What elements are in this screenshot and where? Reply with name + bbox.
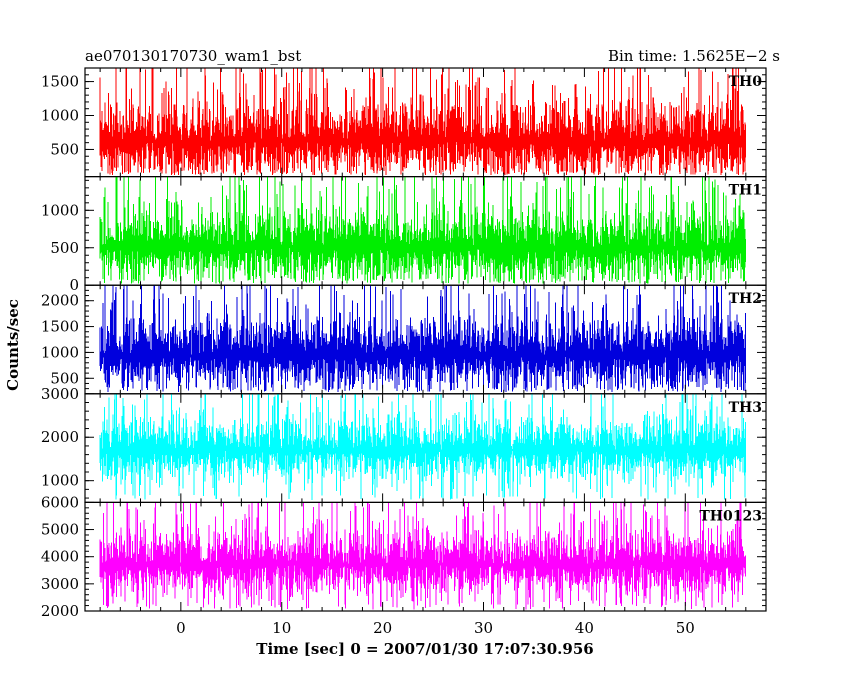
panel-label: TH0 bbox=[729, 74, 763, 90]
y-tick-label: 3000 bbox=[41, 575, 79, 593]
x-tick-label: 30 bbox=[474, 619, 493, 637]
y-tick-label: 3000 bbox=[41, 385, 79, 403]
x-tick-label: 20 bbox=[373, 619, 392, 637]
series-th1 bbox=[99, 176, 747, 284]
panel-th0123: 2000 3000 4000 5000 6000 TH0123 bbox=[41, 493, 767, 620]
y-tick-label: 1000 bbox=[41, 201, 79, 219]
series-th0123 bbox=[99, 502, 747, 610]
series-th0 bbox=[99, 68, 747, 176]
x-tick-label: 10 bbox=[272, 619, 291, 637]
y-tick-label: 0 bbox=[69, 276, 79, 294]
panel-label: TH3 bbox=[729, 400, 762, 416]
y-tick-label: 6000 bbox=[41, 493, 79, 511]
figure-title: ae070130170730_wam1_bst bbox=[85, 47, 301, 65]
y-tick-label: 500 bbox=[50, 369, 79, 387]
x-axis-title: Time [sec] 0 = 2007/01/30 17:07:30.956 bbox=[256, 640, 593, 658]
x-tick-label: 50 bbox=[676, 619, 695, 637]
y-tick-label: 1500 bbox=[41, 318, 79, 336]
y-tick-label: 2000 bbox=[41, 292, 79, 310]
y-tick-label: 500 bbox=[50, 239, 79, 257]
y-tick-label: 1000 bbox=[41, 343, 79, 361]
y-tick-label: 1500 bbox=[41, 73, 79, 91]
y-tick-label: 2000 bbox=[41, 602, 79, 620]
series-th2 bbox=[99, 285, 747, 393]
y-tick-label: 1000 bbox=[41, 472, 79, 490]
y-tick-label: 4000 bbox=[41, 548, 79, 566]
panel-th3: 1000 2000 3000 TH3 bbox=[41, 385, 767, 503]
panel-th2: 500 1000 1500 2000 TH2 bbox=[41, 284, 767, 395]
x-tick-label: 0 bbox=[176, 619, 186, 637]
y-tick-label: 2000 bbox=[41, 428, 79, 446]
panel-label: TH0123 bbox=[699, 508, 762, 524]
y-tick-label: 1000 bbox=[41, 107, 79, 125]
panel-label: TH1 bbox=[729, 183, 762, 199]
x-tick-label: 40 bbox=[575, 619, 594, 637]
y-axis-title: Counts/sec bbox=[4, 299, 22, 391]
series-th3 bbox=[99, 393, 747, 500]
y-tick-label: 500 bbox=[50, 140, 79, 158]
panel-label: TH2 bbox=[729, 291, 762, 307]
y-tick-label: 5000 bbox=[41, 521, 79, 539]
bin-time-label: Bin time: 1.5625E−2 s bbox=[608, 47, 780, 65]
